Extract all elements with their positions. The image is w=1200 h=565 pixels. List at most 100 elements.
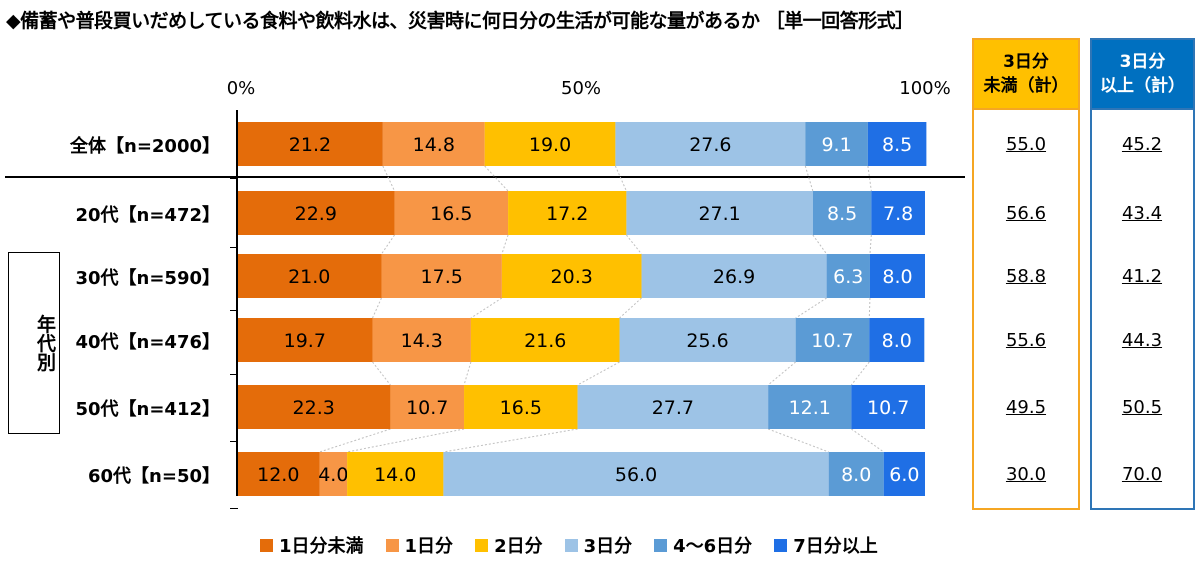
bar-value-label: 20.3 xyxy=(551,266,593,288)
summary-value-three-or-more: 45.2 xyxy=(1121,134,1163,155)
legend-swatch xyxy=(475,538,489,552)
series-connector-line xyxy=(614,165,627,192)
series-connector-line xyxy=(767,428,829,453)
series-connector-line xyxy=(319,428,391,453)
bar-value-label: 10.7 xyxy=(867,397,909,419)
bar-segment xyxy=(484,122,616,166)
summary-header-three-or-more: 3日分 以上（計） xyxy=(1090,38,1195,110)
series-connector-line xyxy=(577,361,620,386)
bar-segment xyxy=(869,318,925,362)
bar-segment xyxy=(443,452,829,496)
summary-value-less-than-3: 30.0 xyxy=(1005,464,1047,485)
legend-item: 7日分以上 xyxy=(774,532,878,558)
bar-value-label: 17.5 xyxy=(421,266,463,288)
bar-segment xyxy=(626,191,813,235)
axis-tick-mark xyxy=(230,441,238,442)
x-tick-label: 0% xyxy=(226,78,256,99)
legend-label: 1日分 xyxy=(404,536,454,557)
category-axis-line xyxy=(236,110,238,496)
bar-segment xyxy=(812,191,872,235)
series-connector-line xyxy=(372,361,391,386)
bar-segment xyxy=(826,254,870,298)
axis-tick-mark xyxy=(230,374,238,375)
summary-header-less-than-3-line1: 3日分 xyxy=(1003,52,1049,72)
bar-segment xyxy=(237,191,395,235)
bar-segment xyxy=(615,122,806,166)
series-connector-line xyxy=(501,234,509,255)
bar-segment xyxy=(382,122,485,166)
bar-segment xyxy=(871,191,925,235)
summary-header-three-or-more-line2: 以上（計） xyxy=(1100,76,1185,96)
bar-value-label: 26.9 xyxy=(713,266,755,288)
bar-segment xyxy=(237,452,320,496)
bar-value-label: 27.7 xyxy=(652,397,694,419)
series-connector-line xyxy=(346,428,465,453)
series-connector-line xyxy=(619,297,642,319)
bar-segment xyxy=(390,385,465,429)
summary-value-three-or-more: 50.5 xyxy=(1121,397,1163,418)
summary-value-less-than-3: 49.5 xyxy=(1005,397,1047,418)
bar-value-label: 16.5 xyxy=(500,397,542,419)
summary-value-less-than-3: 55.0 xyxy=(1005,134,1047,155)
bar-value-label: 6.0 xyxy=(889,464,919,486)
bar-segment xyxy=(619,318,796,362)
bar-value-label: 6.3 xyxy=(833,266,863,288)
legend-swatch xyxy=(385,538,399,552)
bar-segment xyxy=(577,385,769,429)
series-connector-line xyxy=(867,165,872,192)
legend-label: 4～6日分 xyxy=(673,536,753,557)
bar-segment xyxy=(501,254,642,298)
axis-tick-mark xyxy=(230,310,238,311)
bar-value-label: 17.2 xyxy=(546,203,588,225)
series-connector-line xyxy=(767,361,796,386)
summary-value-less-than-3: 55.6 xyxy=(1005,330,1047,351)
overall-separator xyxy=(5,176,965,178)
series-connector-line xyxy=(484,165,509,192)
bar-value-label: 4.0 xyxy=(318,464,348,486)
bar-value-label: 12.1 xyxy=(789,397,831,419)
bar-segment xyxy=(464,385,578,429)
series-connector-line xyxy=(372,297,382,319)
summary-value-three-or-more: 43.4 xyxy=(1121,203,1163,224)
bar-value-label: 12.0 xyxy=(257,464,299,486)
category-label: 20代【n=472】 xyxy=(75,205,220,226)
legend-swatch xyxy=(260,538,273,552)
age-group-box: 年代別 xyxy=(8,252,60,434)
bar-value-label: 22.9 xyxy=(295,203,337,225)
category-label: 全体【n=2000】 xyxy=(70,136,220,157)
bar-segment xyxy=(237,385,391,429)
bar-segment xyxy=(805,122,868,166)
bar-value-label: 10.7 xyxy=(406,397,448,419)
axis-tick-mark xyxy=(230,508,238,509)
bar-segment xyxy=(372,318,471,362)
legend-item: 3日分 xyxy=(564,532,632,558)
series-connector-line xyxy=(443,428,578,453)
legend-item: 1日分 xyxy=(385,532,454,558)
series-connector-line xyxy=(850,361,870,386)
series-connector-line xyxy=(626,234,642,255)
legend-item: 2日分 xyxy=(475,532,543,558)
bar-value-label: 14.8 xyxy=(413,134,455,156)
legend-swatch xyxy=(654,538,668,552)
age-group-label: 年代別 xyxy=(34,314,56,372)
series-connector-line xyxy=(382,165,396,192)
summary-value-less-than-3: 58.8 xyxy=(1005,266,1047,287)
bar-segment xyxy=(869,254,925,298)
legend-item: 4～6日分 xyxy=(654,532,752,558)
legend-swatch xyxy=(564,538,578,552)
bar-value-label: 21.2 xyxy=(289,134,331,156)
bar-segment xyxy=(641,254,827,298)
bar-value-label: 22.3 xyxy=(293,397,335,419)
legend-label: 2日分 xyxy=(494,536,543,557)
x-tick-label: 50% xyxy=(560,78,602,99)
bar-value-label: 16.5 xyxy=(430,203,472,225)
series-connector-line xyxy=(381,234,395,255)
bar-segment xyxy=(867,122,927,166)
series-connector-line xyxy=(804,165,814,192)
bar-value-label: 7.8 xyxy=(883,203,913,225)
bar-value-label: 27.6 xyxy=(689,134,731,156)
bar-value-label: 56.0 xyxy=(615,464,657,486)
summary-header-three-or-more-line1: 3日分 xyxy=(1119,52,1166,72)
bar-segment xyxy=(470,318,620,362)
axis-tick-mark xyxy=(230,178,238,179)
